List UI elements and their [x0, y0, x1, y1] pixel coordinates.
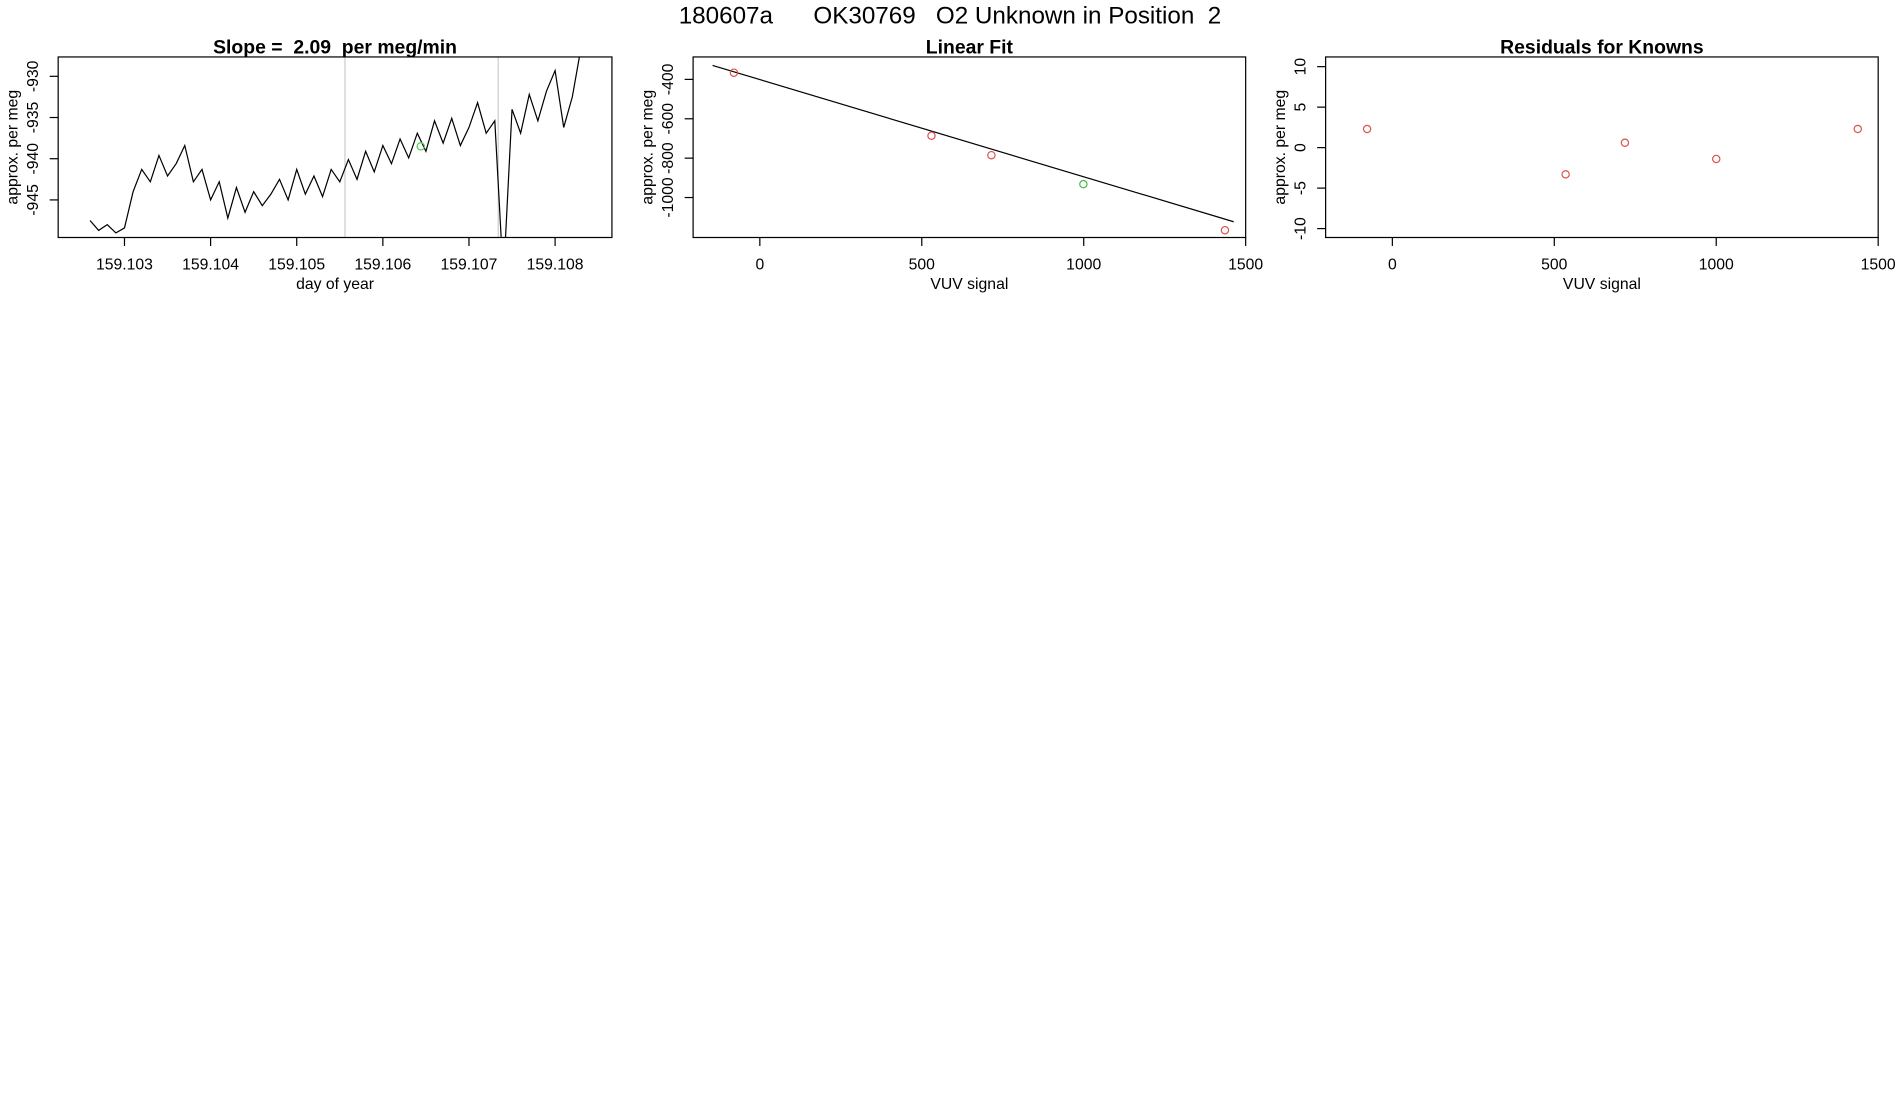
data-point	[1561, 170, 1570, 179]
data-point	[1620, 138, 1630, 148]
data-point	[1220, 225, 1230, 235]
y-tick-label: -800	[660, 142, 677, 174]
data-point	[1711, 154, 1721, 164]
data-point	[729, 68, 739, 77]
y-tick-label: -930	[25, 60, 42, 92]
data-point	[1853, 124, 1863, 134]
x-tick-label: 159.108	[527, 257, 584, 274]
panel-title: Slope = 2.09 per meg/min	[213, 37, 457, 59]
x-tick-label: 0	[755, 257, 764, 274]
y-tick-label: -940	[25, 143, 42, 175]
data-point	[927, 131, 936, 140]
y-tick-label: -1000	[660, 177, 677, 218]
x-tick-label: 500	[1541, 257, 1568, 274]
x-tick-label: 500	[909, 257, 936, 274]
x-tick-label: 1500	[1228, 257, 1263, 274]
y-tick-label: -10	[1293, 217, 1310, 240]
y-tick-label: 5	[1293, 103, 1310, 112]
x-tick-label: 159.105	[268, 257, 325, 274]
x-tick-label: 1500	[1861, 257, 1896, 274]
data-line	[89, 56, 581, 238]
page-title: 180607a OK30769 O2 Unknown in Position 2	[679, 2, 1222, 29]
x-tick-label: 1000	[1699, 257, 1734, 274]
x-tick-label: 159.103	[96, 257, 153, 274]
y-axis-label: approx. per meg	[1272, 90, 1289, 205]
x-tick-label: 0	[1388, 257, 1397, 274]
data-point	[416, 142, 425, 151]
y-tick-label: -400	[660, 63, 677, 95]
y-tick-label: -935	[25, 102, 42, 134]
plot-frame	[1325, 56, 1879, 239]
y-axis-label: approx. per meg	[4, 90, 21, 205]
x-tick-label: 159.104	[182, 257, 239, 274]
y-tick-label: -600	[660, 103, 677, 135]
x-axis-label: VUV signal	[1563, 276, 1641, 293]
y-tick-label: 10	[1293, 58, 1310, 76]
plot-frame	[692, 56, 1247, 239]
y-tick-label: -945	[25, 184, 42, 216]
data-point	[1362, 124, 1372, 134]
y-tick-label: -5	[1293, 181, 1310, 195]
x-axis-label: VUV signal	[930, 276, 1008, 293]
plot-frame	[57, 56, 613, 239]
y-tick-label: 0	[1293, 143, 1310, 152]
panel-title: Linear Fit	[926, 37, 1014, 59]
x-tick-label: 159.107	[441, 257, 498, 274]
y-axis-label: approx. per meg	[639, 90, 656, 205]
data-point	[1079, 179, 1088, 189]
data-point	[987, 150, 996, 160]
x-tick-label: 159.106	[354, 257, 411, 274]
x-axis-label: day of year	[296, 276, 374, 293]
data-line	[712, 64, 1234, 223]
x-tick-label: 1000	[1066, 257, 1101, 274]
panel-title: Residuals for Knowns	[1500, 37, 1703, 59]
